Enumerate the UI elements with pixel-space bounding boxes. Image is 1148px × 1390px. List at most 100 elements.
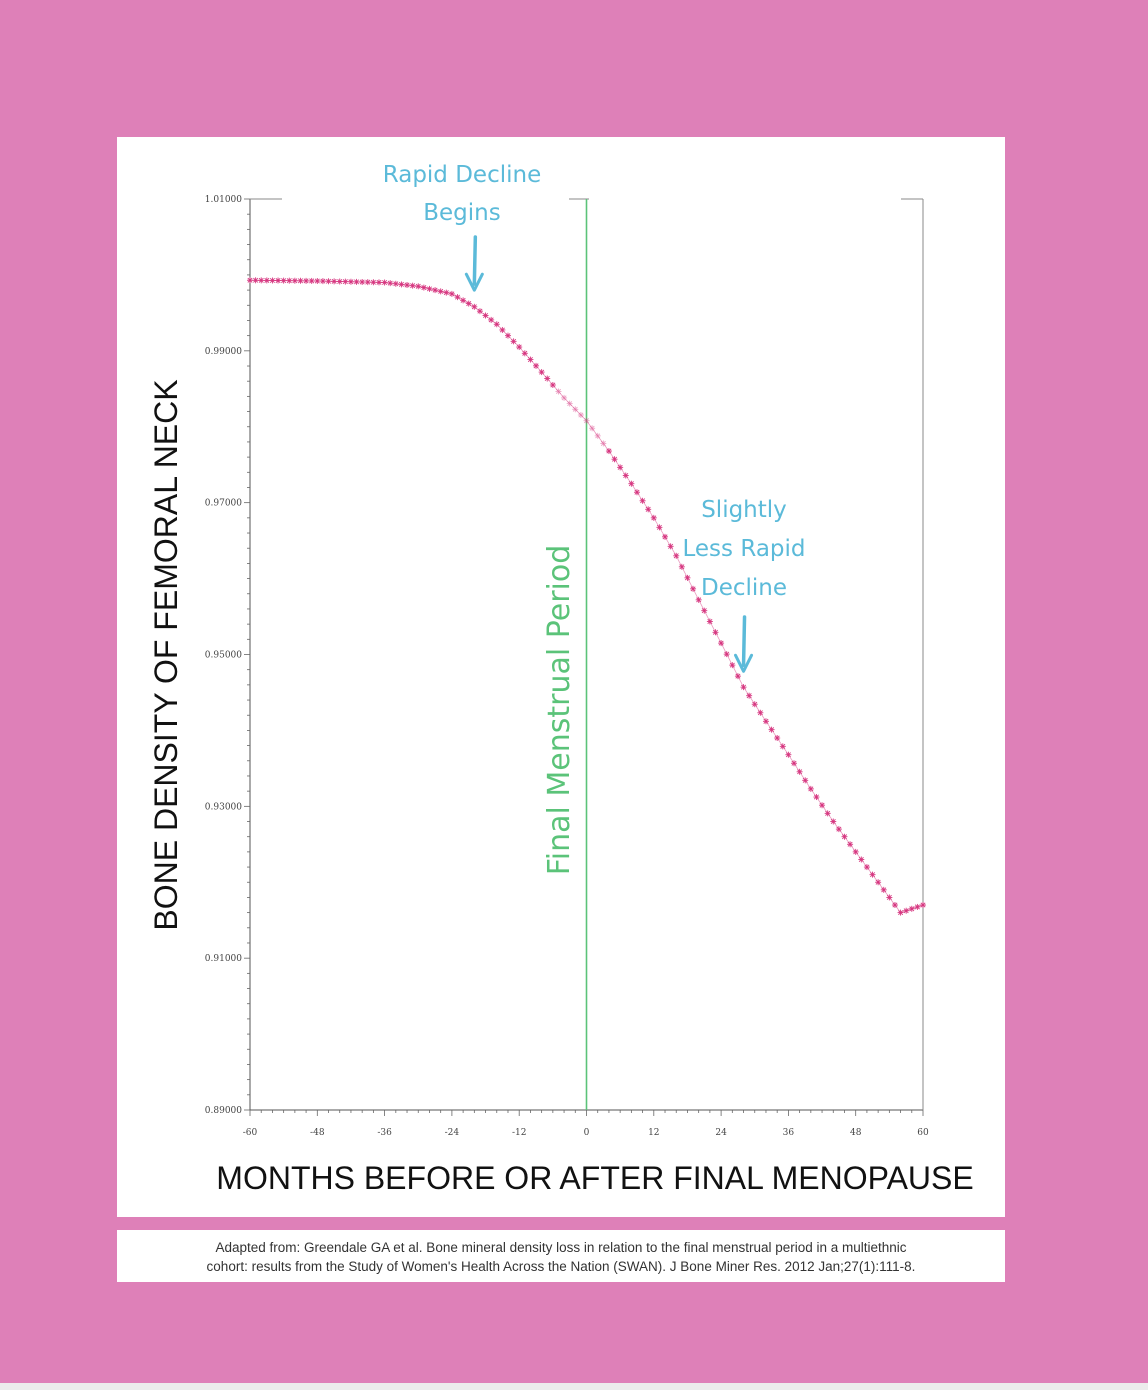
data-point xyxy=(791,760,798,767)
data-point xyxy=(897,909,904,916)
x-tick-label: 0 xyxy=(584,1128,590,1138)
data-point xyxy=(426,285,433,292)
data-point xyxy=(275,277,282,284)
data-point xyxy=(841,833,848,840)
data-point xyxy=(600,440,607,447)
data-point xyxy=(280,277,287,284)
data-point xyxy=(381,279,388,286)
data-point xyxy=(684,574,691,581)
data-point xyxy=(415,283,422,290)
data-point xyxy=(869,871,876,878)
source-caption: Adapted from: Greendale GA et al. Bone m… xyxy=(117,1230,1005,1282)
annotation-1-arrow xyxy=(472,235,478,286)
data-point xyxy=(247,277,253,284)
data-point xyxy=(858,856,865,863)
data-point xyxy=(847,841,854,848)
data-point xyxy=(437,288,444,295)
data-point xyxy=(561,394,568,401)
data-point xyxy=(678,563,685,570)
data-point xyxy=(364,279,371,286)
data-point xyxy=(903,907,910,914)
annotation-2-line: Decline xyxy=(701,575,787,601)
data-point xyxy=(583,417,590,424)
data-point xyxy=(729,662,736,669)
data-point xyxy=(819,802,826,809)
data-point xyxy=(460,297,467,304)
data-point xyxy=(639,497,646,504)
data-point xyxy=(706,618,713,625)
data-point xyxy=(605,448,612,455)
data-point xyxy=(891,902,898,909)
x-tick-label: 60 xyxy=(917,1128,929,1138)
data-point xyxy=(617,464,624,471)
data-point xyxy=(645,506,652,513)
data-point xyxy=(785,751,792,758)
data-point xyxy=(493,321,500,328)
data-point xyxy=(510,338,517,345)
y-tick-label: 1.01000 xyxy=(205,195,242,205)
data-point xyxy=(734,673,741,680)
data-point xyxy=(516,344,523,351)
x-tick-label: -48 xyxy=(310,1128,325,1138)
data-point xyxy=(807,785,814,792)
caption-line-2: cohort: results from the Study of Women'… xyxy=(206,1259,916,1274)
data-point xyxy=(331,278,338,285)
data-point xyxy=(359,279,366,286)
annotation-1-line: Rapid Decline xyxy=(383,162,541,188)
y-tick-label: 0.97000 xyxy=(205,499,242,509)
annotation-2-line: Less Rapid xyxy=(683,536,806,562)
data-point xyxy=(269,277,276,284)
data-point xyxy=(336,278,343,285)
y-tick-label: 0.91000 xyxy=(205,954,242,964)
data-point xyxy=(880,886,887,893)
data-point xyxy=(757,709,764,716)
data-point xyxy=(914,903,921,910)
data-point xyxy=(443,289,450,296)
x-tick-label: 48 xyxy=(850,1128,862,1138)
data-point xyxy=(252,277,259,284)
data-point xyxy=(589,425,596,432)
chart-panel: -60 -48 -36 -24 -12 0 12 24 36 48 60 0.89000 0.91000… xyxy=(117,137,1005,1217)
data-point xyxy=(291,277,298,284)
data-point xyxy=(796,768,803,775)
annotation-1-line: Begins xyxy=(423,200,500,226)
data-point xyxy=(533,362,540,369)
data-point xyxy=(448,290,455,297)
final-menstrual-period-label: Final Menstrual Period xyxy=(542,545,577,876)
data-point xyxy=(622,472,629,479)
x-tick-label: 24 xyxy=(715,1128,727,1138)
data-point xyxy=(398,281,405,288)
data-point xyxy=(325,278,332,285)
data-point xyxy=(701,607,708,614)
data-point xyxy=(667,543,674,550)
y-tick-label: 0.99000 xyxy=(205,347,242,357)
x-tick-label: -12 xyxy=(512,1128,527,1138)
data-point xyxy=(802,777,809,784)
x-tick-label: -36 xyxy=(377,1128,392,1138)
data-point xyxy=(521,350,528,357)
annotation-2-line: Slightly xyxy=(701,497,787,523)
data-point xyxy=(718,640,725,647)
data-point xyxy=(297,277,304,284)
data-point xyxy=(319,278,326,285)
data-point xyxy=(633,489,640,496)
data-point xyxy=(544,375,551,382)
data-point xyxy=(387,280,394,287)
data-point xyxy=(611,456,618,463)
data-point xyxy=(370,279,377,286)
data-point xyxy=(762,718,769,725)
data-point xyxy=(538,369,545,376)
annotation-2-arrowhead xyxy=(734,653,754,673)
annotation-1-arrowhead xyxy=(464,272,484,292)
x-tick-label: 12 xyxy=(648,1128,659,1138)
data-point xyxy=(723,651,730,658)
data-point xyxy=(471,303,478,310)
data-point xyxy=(813,794,820,801)
data-point xyxy=(774,735,781,742)
data-point xyxy=(779,743,786,750)
data-point xyxy=(740,684,747,691)
data-point xyxy=(375,279,382,286)
data-point xyxy=(465,300,472,307)
bottom-strip xyxy=(0,1383,1148,1390)
caption-line-1: Adapted from: Greendale GA et al. Bone m… xyxy=(215,1240,907,1255)
